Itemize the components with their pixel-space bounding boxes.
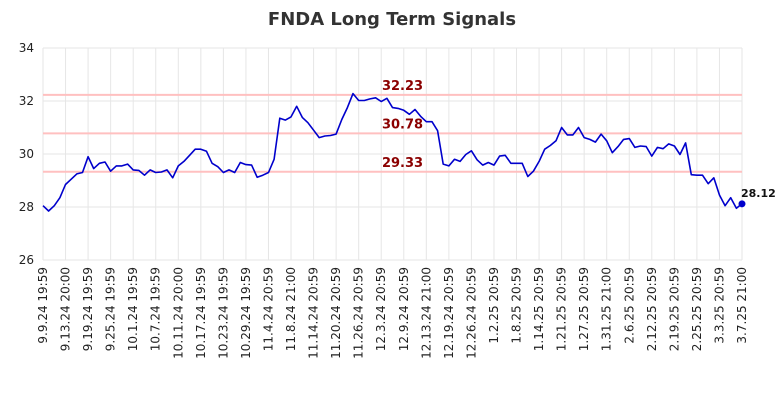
x-tick-label: 9.9.24 19:59 xyxy=(36,267,50,344)
x-tick-label: 3.7.25 21:00 xyxy=(735,267,749,344)
x-tick-label: 9.13.24 20:00 xyxy=(59,267,73,351)
signal-level-label: 32.23 xyxy=(382,79,423,94)
x-tick-label: 12.19.24 20:59 xyxy=(442,267,456,359)
x-tick-label: 11.26.24 20:59 xyxy=(352,267,366,359)
y-tick-label: 34 xyxy=(19,41,34,55)
x-tick-label: 12.13.24 21:00 xyxy=(419,267,433,359)
axis-labels: 26 28 30 32 34 9.9.24 19:59 9.13.24 20:00 9.19.… xyxy=(19,41,749,359)
x-tick-label: 10.17.24 19:59 xyxy=(194,267,208,359)
y-tick-label: 32 xyxy=(19,94,34,108)
x-tick-label: 11.4.24 20:59 xyxy=(261,267,275,351)
x-tick-label: 1.21.25 20:59 xyxy=(555,267,569,351)
x-tick-label: 2.12.25 20:59 xyxy=(645,267,659,351)
x-tick-label: 2.25.25 20:59 xyxy=(690,267,704,351)
chart-title: FNDA Long Term Signals xyxy=(268,9,516,30)
x-tick-label: 12.9.24 20:59 xyxy=(397,267,411,351)
signal-level-label: 30.78 xyxy=(382,117,423,132)
x-tick-label: 1.14.25 20:59 xyxy=(532,267,546,351)
x-tick-label: 2.6.25 20:59 xyxy=(622,267,636,344)
signal-level-label: 29.33 xyxy=(382,156,423,171)
last-price-label: 28.12 xyxy=(741,187,776,200)
x-tick-label: 2.19.25 20:59 xyxy=(667,267,681,351)
y-tick-label: 30 xyxy=(19,147,34,161)
x-tick-label: 10.11.24 20:00 xyxy=(171,267,185,359)
x-tick-label: 3.3.25 20:59 xyxy=(712,267,726,344)
last-price-marker xyxy=(738,200,746,208)
x-tick-label: 12.26.24 20:59 xyxy=(464,267,478,359)
x-tick-label: 1.2.25 20:59 xyxy=(487,267,501,344)
x-tick-label: 9.25.24 19:59 xyxy=(104,267,118,351)
x-tick-label: 10.7.24 19:59 xyxy=(149,267,163,351)
x-tick-label: 10.23.24 19:59 xyxy=(216,267,230,359)
x-tick-label: 1.27.25 20:59 xyxy=(577,267,591,351)
x-tick-label: 11.14.24 20:59 xyxy=(307,267,321,359)
x-tick-label: 12.3.24 20:59 xyxy=(374,267,388,351)
y-tick-label: 26 xyxy=(19,253,34,267)
x-tick-label: 11.20.24 20:59 xyxy=(329,267,343,359)
x-tick-label: 10.1.24 19:59 xyxy=(126,267,140,351)
x-tick-label: 9.19.24 19:59 xyxy=(81,267,95,351)
x-tick-label: 1.31.25 21:00 xyxy=(600,267,614,351)
x-tick-label: 11.8.24 21:00 xyxy=(284,267,298,351)
x-tick-label: 10.29.24 19:59 xyxy=(239,267,253,359)
x-tick-label: 1.8.25 20:59 xyxy=(510,267,524,344)
price-line xyxy=(42,92,743,212)
y-tick-label: 28 xyxy=(19,200,34,214)
grid-layer xyxy=(42,47,743,261)
price-series: 28.12 xyxy=(42,92,776,212)
